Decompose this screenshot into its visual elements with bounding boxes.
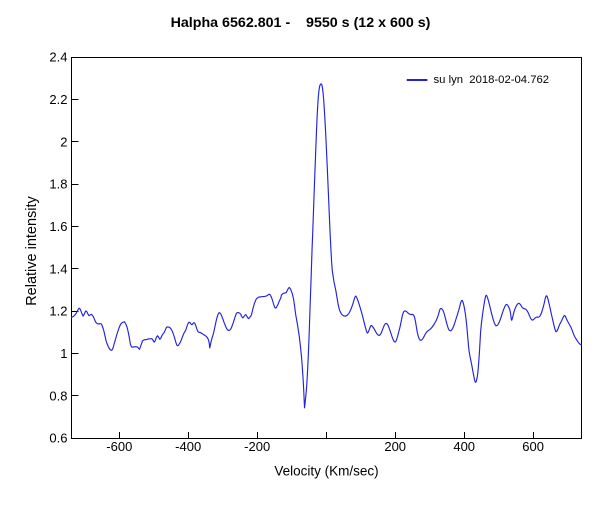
svg-text:1: 1: [60, 346, 67, 361]
svg-text:0.6: 0.6: [49, 431, 67, 446]
svg-text:2: 2: [60, 134, 67, 149]
svg-text:1.6: 1.6: [49, 219, 67, 234]
svg-text:2.4: 2.4: [49, 50, 67, 65]
svg-text:-200: -200: [244, 439, 270, 454]
svg-text:400: 400: [453, 439, 475, 454]
svg-text:Halpha 6562.801 - 9550 s (1: Halpha 6562.801 - 9550 s (12 x 600 s): [171, 15, 431, 31]
svg-text:600: 600: [522, 439, 544, 454]
svg-text:su lyn 2018-02-04.762: su lyn 2018-02-04.762: [434, 74, 550, 86]
svg-text:Velocity (Km/sec): Velocity (Km/sec): [274, 463, 378, 478]
svg-text:-600: -600: [106, 439, 132, 454]
svg-text:2.2: 2.2: [49, 92, 67, 107]
svg-text:1.8: 1.8: [49, 177, 67, 192]
svg-text:1.4: 1.4: [49, 261, 67, 276]
svg-text:-400: -400: [175, 439, 201, 454]
svg-text:Relative intensity: Relative intensity: [24, 195, 40, 305]
svg-text:200: 200: [384, 439, 406, 454]
svg-text:1.2: 1.2: [49, 304, 67, 319]
svg-text:0.8: 0.8: [49, 388, 67, 403]
